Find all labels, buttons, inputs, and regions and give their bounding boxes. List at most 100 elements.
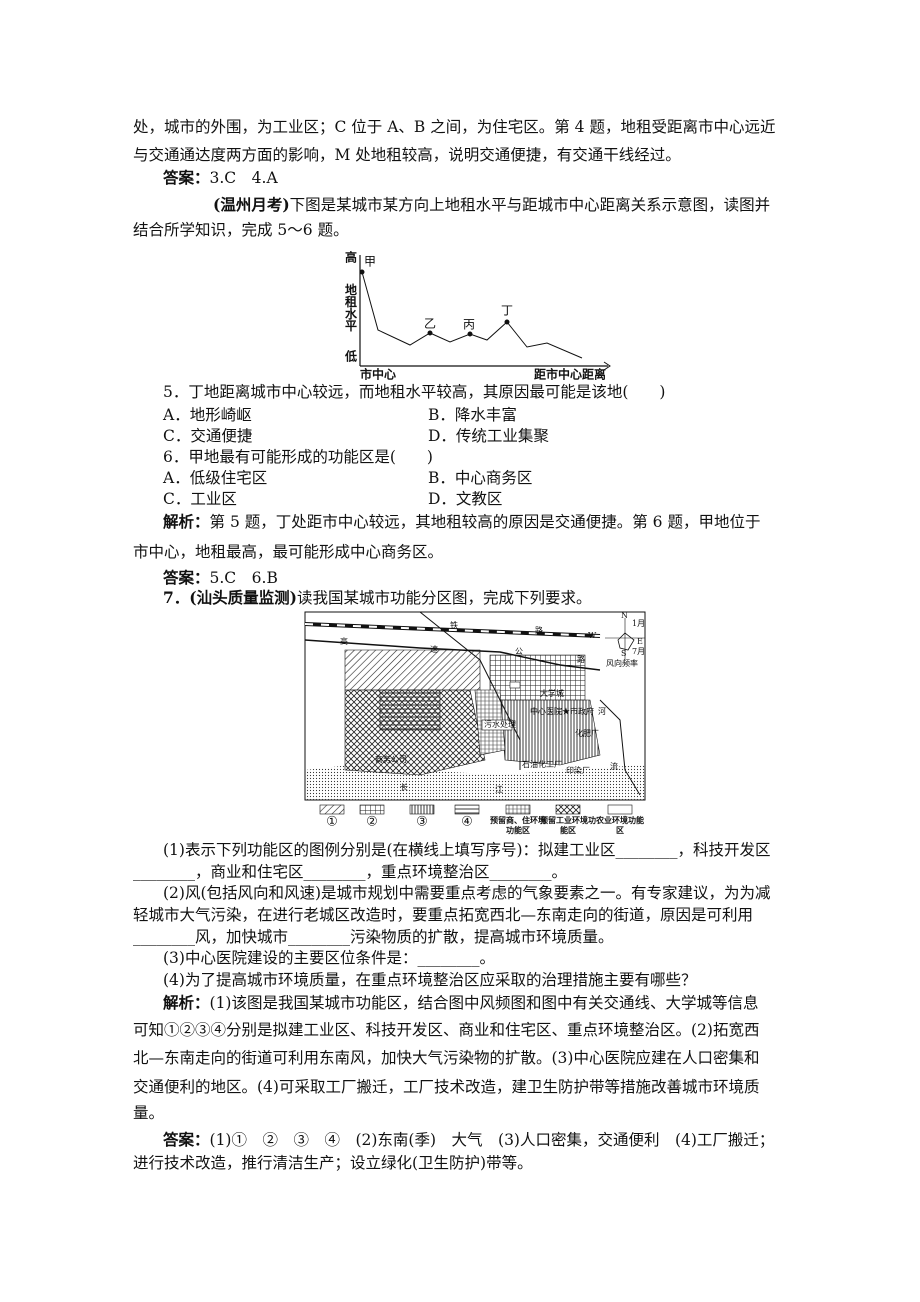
text-line: A．地形崎岖: [163, 406, 252, 424]
text-line: 答案：5.C 6.B: [163, 568, 278, 588]
line-text: 下图是某城市某方向上地租水平与距城市中心距离关系示意图，读图并: [289, 196, 771, 214]
map-label: 长: [400, 782, 408, 792]
legend-label: 预留商、住环境功能区: [490, 815, 546, 835]
map-label: 商务公司: [375, 754, 407, 764]
point-label: 丁: [501, 304, 513, 318]
text-line: 北—东南走向的街道可利用东南风，加快大气污染物的扩散。(3)中心医院应建在人口密…: [133, 1048, 759, 1068]
text-line: C．交通便捷: [163, 427, 253, 445]
text-line: (3)中心医院建设的主要区位条件是：________。: [163, 948, 495, 968]
text-line: 答案：(1)① ② ③ ④ (2)东南(季) 大气 (3)人口密集，交通便利 (…: [163, 1130, 774, 1150]
legend-swatch: [454, 804, 480, 815]
point: [359, 269, 365, 275]
map-label: 污水处理: [484, 719, 516, 729]
text-line: (温州月考)下图是某城市某方向上地租水平与距城市中心距离关系示意图，读图并: [213, 195, 770, 215]
text-line: D．文教区: [428, 490, 503, 508]
text-line: 与交通通达度两方面的影响，M 处地租较高，说明交通便捷，有交通干线经过。: [133, 145, 681, 165]
point: [427, 330, 433, 336]
map-label: 公: [515, 647, 523, 656]
highway: [304, 639, 601, 671]
text-line: 5．丁地距离城市中心较远，而地租水平较高，其原因最可能是该地( ): [163, 383, 666, 401]
map-labels: 铁 路 高 速 公 路 大学城 中心医院★市政府 河 污水处理 化肥厂 商务公司…: [340, 611, 645, 794]
text-line: (4)为了提高城市环境质量，在重点环境整治区应采取的治理措施主要有哪些？: [163, 970, 696, 990]
line-text: 读我国某城市功能分区图，完成下列要求。: [296, 589, 592, 607]
text-line: 进行技术改造，推行清洁生产；设立绿化(卫生防护)带等。: [133, 1153, 533, 1173]
road: [419, 611, 521, 770]
zone-4: [379, 689, 441, 731]
lead: 解析：: [163, 993, 210, 1012]
label: 市中心: [360, 367, 396, 382]
point: [504, 319, 510, 325]
label: 低: [344, 349, 357, 364]
lead: 解析：: [163, 512, 210, 531]
text-line: ________风，加快城市________污染物质的扩散，提高城市环境质量。: [133, 927, 614, 947]
text-line: (2)风(包括风向和风速)是城市规划中需要重点考虑的气象要素之一。有专家建议，为…: [163, 883, 771, 903]
line-text: 量。: [133, 1104, 165, 1122]
legend-label: ④: [461, 815, 473, 830]
text-line: B．降水丰富: [428, 406, 517, 424]
text-line: 可知①②③④分别是拟建工业区、科技开发区、商业和住宅区、重点环境整治区。(2)拓…: [133, 1020, 759, 1040]
line-text: (1)该图是我国某城市功能区，结合图中风频图和图中有关交通线、大学城等信息: [209, 994, 759, 1012]
line-text: (1)① ② ③ ④ (2)东南(季) 大气 (3)人口密集，交通便利 (4)工…: [209, 1131, 775, 1149]
point-label: 甲: [364, 255, 376, 269]
wind-rose: [617, 632, 635, 651]
map-label: 路: [577, 654, 585, 664]
line-text: 市中心，地租最高，最可能形成中心商务区。: [133, 543, 444, 561]
map-label: 铁: [450, 620, 458, 630]
text-line: 市中心，地租最高，最可能形成中心商务区。: [133, 542, 443, 562]
text-line: B．中心商务区: [428, 469, 533, 487]
legend-swatch: [359, 804, 385, 815]
legend-label: ①: [326, 815, 338, 830]
map-label: 河: [598, 706, 606, 716]
river: [305, 765, 645, 800]
point-label: 丙: [463, 318, 475, 332]
legend-swatch: [319, 804, 345, 815]
map-label: 1月: [632, 619, 645, 628]
map-label: S: [621, 649, 626, 658]
map-label: N: [621, 611, 628, 620]
line-text: 处，城市的外围，为工业区；C 位于 A、B 之间，为住宅区。第 4 题，地租受距…: [133, 118, 776, 136]
map-label: 印染厂: [566, 765, 590, 775]
map-label: E: [637, 637, 643, 646]
x-label: 距市中心距离: [534, 367, 606, 382]
legend-label: ②: [366, 815, 378, 830]
line-text: 轻城市大气污染，在进行老城区改造时，要重点拓宽西北—东南走向的街道，原因是可利用: [133, 906, 754, 924]
map-label: W: [588, 631, 597, 640]
text-line: 答案：3.C 4.A: [163, 168, 278, 188]
line-text: 结合所学知识，完成 5～6 题。: [133, 221, 349, 239]
railway: [304, 623, 601, 637]
legend-label: 预留工业环境功能区: [540, 815, 596, 835]
text-line: 7．(汕头质量监测)读我国某城市功能分区图，完成下列要求。: [163, 588, 591, 608]
line-text: 3.C 4.A: [209, 169, 278, 187]
text-line: (1)表示下列功能区的图例分别是(在横线上填写序号)：拟建工业区________…: [163, 840, 771, 860]
line-text: 可知①②③④分别是拟建工业区、科技开发区、商业和住宅区、重点环境整治区。(2)拓…: [133, 1021, 760, 1039]
line-text: (2)风(包括风向和风速)是城市规划中需要重点考虑的气象要素之一。有专家建议，为…: [163, 884, 771, 902]
lead: 答案：: [163, 168, 210, 187]
map-label: 流: [610, 761, 618, 771]
legend-swatch: [607, 804, 633, 815]
y-label: 地租水平: [345, 282, 358, 333]
legend-label: 农业环境功能区: [596, 815, 644, 835]
rent-chart-labels: 高 低 地租水平 市中心 距市中心距离 甲 乙 丙 丁: [344, 250, 606, 382]
map-label: 7月: [632, 647, 645, 656]
map-label: 路: [535, 625, 543, 635]
text-line: 处，城市的外围，为工业区；C 位于 A、B 之间，为住宅区。第 4 题，地租受距…: [133, 117, 775, 137]
map-label: 大学城: [540, 688, 564, 698]
legend-swatch: [409, 804, 435, 815]
text-line: 解析：第 5 题，丁处距市中心较远，其地租较高的原因是交通便捷。第 6 题，甲地…: [163, 512, 760, 532]
legend-label: ③: [416, 815, 428, 830]
rent-line: [361, 271, 583, 359]
map-label: 中心医院★市政府: [530, 706, 594, 716]
city-map: [304, 611, 646, 801]
line-text: (3)中心医院建设的主要区位条件是：________。: [163, 949, 495, 967]
text-line: A．低级住宅区: [163, 469, 268, 487]
point-label: 乙: [424, 317, 436, 331]
building: [509, 681, 521, 689]
text-line: 结合所学知识，完成 5～6 题。: [133, 220, 349, 240]
line-text: 与交通通达度两方面的影响，M 处地租较高，说明交通便捷，有交通干线经过。: [133, 146, 681, 164]
zone-2: [489, 654, 586, 701]
line-text: 进行技术改造，推行清洁生产；设立绿化(卫生防护)带等。: [133, 1154, 533, 1172]
line-text: ________，商业和住宅区________，重点环境整治区________。: [133, 863, 568, 881]
text-line: ________，商业和住宅区________，重点环境整治区________。: [133, 862, 567, 882]
